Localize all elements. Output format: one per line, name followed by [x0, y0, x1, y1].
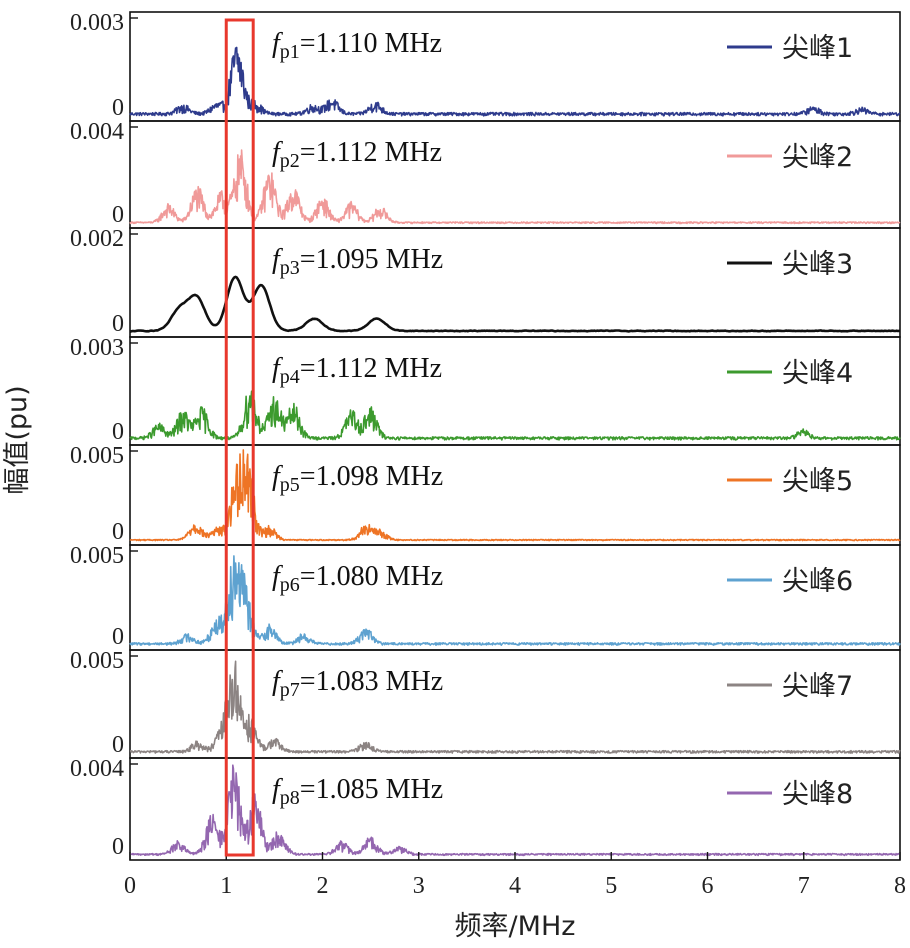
series-line-7: [129, 660, 901, 754]
y-tick-label: 0.004: [70, 119, 124, 145]
series-line-5: [129, 449, 901, 542]
y-tick-label: 0.005: [70, 443, 124, 469]
legend-label: 尖峰3: [782, 249, 853, 280]
y-tick-label: 0: [112, 624, 124, 650]
y-tick-label: 0: [112, 311, 124, 337]
series-line-3: [129, 275, 901, 334]
x-axis-label: 频率/MHz: [455, 911, 576, 942]
x-tick-label: 6: [702, 873, 714, 899]
panel-frame: [129, 649, 901, 759]
peak-frequency-annotation: fp8=1.085 MHz: [272, 774, 443, 809]
panel-8: 0.004 0 fp8=1.085 MHz 尖峰8: [70, 756, 901, 861]
panel-frame: [129, 227, 901, 338]
peak-frequency-annotation: fp6=1.080 MHz: [272, 561, 443, 596]
panel-4: 0.003 0 fp4=1.112 MHz 尖峰4: [70, 335, 901, 446]
y-axis-label: 幅值(pu): [2, 385, 33, 494]
legend-label: 尖峰4: [782, 358, 853, 389]
highlight-box: [224, 18, 255, 857]
x-tick-label: 1: [220, 873, 232, 899]
panel-1: 0.003 0 fp1=1.110 MHz 尖峰1: [70, 10, 901, 122]
peak-frequency-annotation: fp5=1.098 MHz: [272, 461, 443, 496]
x-tick-label: 0: [124, 873, 136, 899]
legend-label: 尖峰7: [782, 671, 853, 702]
y-tick-label: 0: [112, 834, 124, 860]
y-tick-label: 0.003: [70, 10, 124, 36]
x-tick-label: 3: [413, 873, 425, 899]
y-tick-label: 0.004: [70, 756, 124, 782]
panel-frame: [129, 11, 901, 122]
legend-label: 尖峰8: [782, 779, 853, 810]
y-tick-label: 0: [112, 202, 124, 228]
series-line-4: [129, 390, 901, 441]
y-tick-label: 0: [112, 519, 124, 545]
x-tick-label: 5: [605, 873, 617, 899]
peak-frequency-annotation: fp2=1.112 MHz: [272, 137, 442, 172]
panel-3: 0.002 0 fp3=1.095 MHz 尖峰3: [70, 226, 901, 338]
panel-7: 0.005 0 fp7=1.083 MHz 尖峰7: [70, 648, 901, 759]
x-tick-label: 2: [317, 873, 329, 899]
y-tick-label: 0: [112, 95, 124, 121]
peak-frequency-annotation: fp1=1.110 MHz: [272, 28, 442, 63]
panel-frame: [129, 120, 901, 229]
legend-label: 尖峰6: [782, 566, 853, 597]
y-tick-label: 0.005: [70, 543, 124, 569]
peak-frequency-annotation: fp3=1.095 MHz: [272, 244, 443, 279]
panel-6: 0.005 0 fp6=1.080 MHz 尖峰6: [70, 543, 901, 651]
legend-label: 尖峰5: [782, 466, 853, 497]
legend-label: 尖峰1: [782, 33, 853, 64]
y-tick-label: 0: [112, 419, 124, 445]
x-tick-label: 4: [509, 873, 521, 899]
series-line-6: [129, 555, 901, 646]
peak-frequency-annotation: fp7=1.083 MHz: [272, 666, 443, 701]
panel-2: 0.004 0 fp2=1.112 MHz 尖峰2: [70, 119, 901, 229]
panel-frame: [129, 336, 901, 446]
y-tick-label: 0: [112, 732, 124, 758]
panel-5: 0.005 0 fp5=1.098 MHz 尖峰5: [70, 443, 901, 546]
x-tick-label: 7: [798, 873, 810, 899]
legend-label: 尖峰2: [782, 142, 853, 173]
series-line-2: [129, 149, 901, 225]
series-line-1: [129, 46, 901, 117]
y-tick-label: 0.002: [70, 226, 124, 252]
y-tick-label: 0.003: [70, 335, 124, 361]
peak-frequency-annotation: fp4=1.112 MHz: [272, 353, 442, 388]
x-tick-label: 8: [894, 873, 906, 899]
x-axis: 0 1 2 3 4 5 6 7 8: [124, 852, 906, 899]
y-tick-label: 0.005: [70, 648, 124, 674]
